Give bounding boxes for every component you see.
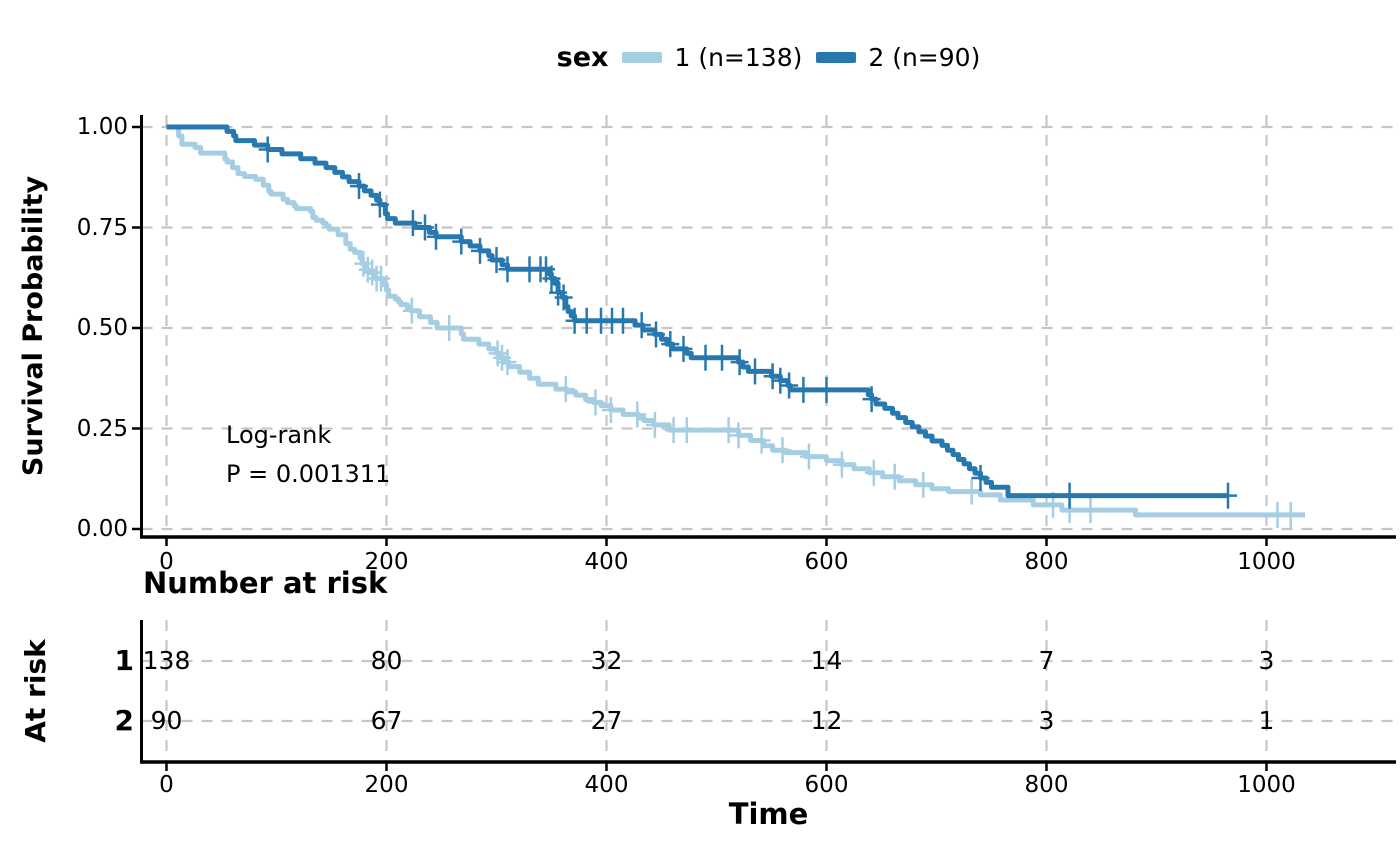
risk-x-tick-label: 800	[1024, 772, 1069, 798]
legend-label-group2: 2 (n=90)	[868, 43, 981, 72]
risk-x-tick-label: 0	[159, 772, 174, 798]
legend-title: sex	[556, 42, 609, 73]
risk-count-row1: 3	[1258, 646, 1275, 675]
y-tick-label: 0.25	[76, 415, 128, 442]
legend-item-group1: 1 (n=138)	[622, 43, 802, 72]
x-tick-label: 600	[804, 549, 849, 575]
logrank-annotation-line1: Log-rank	[226, 421, 332, 449]
risk-count-row2: 67	[370, 706, 403, 735]
legend: sex 1 (n=138) 2 (n=90)	[141, 42, 1396, 73]
risk-count-row1: 138	[142, 646, 191, 675]
risk-table-axis-label: At risk	[19, 639, 52, 743]
risk-x-tick-label: 1000	[1237, 772, 1296, 798]
risk-count-row1: 32	[590, 646, 623, 675]
x-tick-label: 400	[584, 549, 629, 575]
x-tick-label: 1000	[1237, 549, 1296, 575]
y-tick-label: 0.00	[76, 516, 128, 542]
risk-x-tick-label: 400	[584, 772, 629, 798]
y-tick-label: 0.75	[76, 214, 128, 241]
legend-key-group1-swatch	[622, 52, 663, 63]
x-tick-label: 200	[364, 549, 409, 575]
legend-item-group2: 2 (n=90)	[816, 43, 980, 72]
risk-table-title: Number at risk	[143, 566, 388, 600]
risk-count-row2: 12	[810, 706, 843, 735]
risk-count-row1: 14	[810, 646, 843, 675]
risk-count-row2: 90	[150, 706, 183, 735]
y-tick-label: 1.00	[76, 114, 128, 140]
legend-label-group1: 1 (n=138)	[674, 43, 803, 72]
risk-count-row1: 7	[1038, 646, 1055, 675]
risk-x-tick-label: 200	[364, 772, 409, 798]
logrank-annotation-pvalue: P = 0.001311	[226, 460, 391, 488]
risk-count-row2: 3	[1038, 706, 1055, 735]
x-tick-label: 800	[1024, 549, 1069, 575]
x-tick-label: 0	[159, 549, 174, 575]
risk-count-row1: 80	[370, 646, 403, 675]
risk-x-tick-label: 600	[804, 772, 849, 798]
legend-key-group2-swatch	[816, 52, 857, 63]
risk-count-row2: 27	[590, 706, 623, 735]
risk-row-label-1: 1	[114, 644, 134, 677]
survival-curve-group1	[166, 124, 1305, 518]
x-axis-title: Time	[728, 797, 809, 831]
risk-count-row2: 1	[1258, 706, 1275, 735]
risk-row-label-2: 2	[114, 704, 134, 737]
y-tick-label: 0.50	[76, 315, 128, 341]
